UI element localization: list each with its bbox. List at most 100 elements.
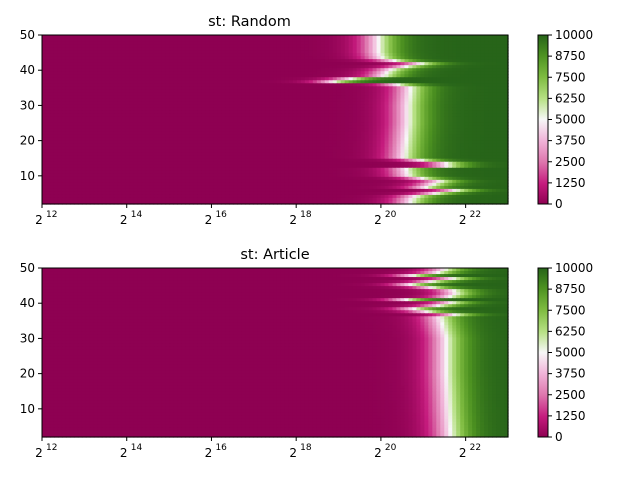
heatmap-cell	[133, 41, 139, 45]
heatmap-cell	[492, 122, 497, 127]
heatmap-cell	[129, 56, 135, 60]
heatmap-cell	[141, 128, 147, 133]
heatmap-cell	[276, 62, 282, 66]
heatmap-cell	[496, 89, 501, 93]
heatmap-cell	[173, 128, 179, 133]
heatmap-cell	[85, 146, 91, 151]
heatmap-cell	[404, 59, 410, 63]
heatmap-cell	[249, 161, 254, 166]
heatmap-cell	[300, 134, 306, 139]
heatmap-cell	[153, 131, 159, 136]
heatmap-cell	[249, 38, 254, 42]
heatmap-cell	[157, 35, 163, 39]
heatmap-cell	[129, 80, 135, 84]
heatmap-cell	[221, 86, 226, 90]
heatmap-cell	[328, 86, 334, 90]
heatmap-cell	[492, 41, 497, 45]
heatmap-cell	[53, 119, 59, 124]
heatmap-cell	[464, 71, 469, 75]
heatmap-cell	[153, 158, 159, 163]
heatmap-cell	[476, 119, 481, 124]
heatmap-cell	[117, 59, 123, 63]
heatmap-cell	[133, 53, 139, 57]
heatmap-cell	[137, 161, 143, 166]
heatmap-cell	[372, 80, 378, 84]
heatmap-cell	[284, 161, 290, 166]
heatmap-cell	[197, 50, 202, 54]
heatmap-cell	[145, 62, 151, 66]
heatmap-cell	[304, 65, 310, 69]
heatmap-cell	[173, 92, 179, 96]
heatmap-cell	[440, 116, 445, 121]
heatmap-cell	[113, 107, 119, 112]
heatmap-cell	[344, 50, 350, 54]
heatmap-cell	[225, 149, 230, 154]
heatmap-cell	[161, 161, 167, 166]
heatmap-cell	[69, 128, 75, 133]
heatmap-cell	[468, 68, 473, 72]
heatmap-cell	[300, 35, 306, 39]
heatmap-cell	[460, 146, 465, 151]
heatmap-cell	[400, 62, 406, 66]
heatmap-cell	[372, 92, 378, 96]
heatmap-cell	[456, 149, 461, 154]
heatmap-cell	[57, 158, 63, 163]
heatmap-cell	[141, 65, 147, 69]
heatmap-cell	[408, 44, 414, 48]
heatmap-cell	[300, 62, 306, 66]
heatmap-cell	[376, 152, 382, 157]
heatmap-cell	[265, 155, 270, 160]
heatmap-cell	[197, 77, 202, 81]
heatmap-cell	[404, 104, 410, 109]
heatmap-cell	[149, 38, 155, 42]
heatmap-cell	[456, 158, 461, 163]
heatmap-cell	[213, 56, 218, 60]
heatmap-cell	[117, 98, 123, 102]
heatmap-cell	[400, 50, 406, 54]
heatmap-cell	[468, 134, 473, 139]
heatmap-cell	[161, 95, 167, 99]
heatmap-cell	[480, 35, 485, 39]
heatmap-cell	[133, 56, 139, 60]
heatmap-cell	[165, 65, 171, 69]
heatmap-cell	[408, 107, 414, 112]
heatmap-cell	[400, 83, 406, 87]
heatmap-cell	[189, 146, 194, 151]
heatmap-cell	[476, 53, 481, 57]
heatmap-cell	[312, 125, 318, 130]
heatmap-cell	[237, 86, 242, 90]
heatmap-cell	[249, 47, 254, 51]
heatmap-cell	[141, 149, 147, 154]
heatmap-cell	[420, 140, 425, 145]
heatmap-cell	[452, 119, 457, 124]
heatmap-cell	[137, 158, 143, 163]
heatmap-cell	[53, 35, 59, 39]
heatmap-cell	[420, 80, 425, 84]
heatmap-cell	[392, 119, 398, 124]
heatmap-cell	[476, 137, 481, 142]
heatmap-cell	[245, 38, 250, 42]
heatmap-cell	[400, 35, 406, 39]
heatmap-cell	[193, 134, 198, 139]
heatmap-cell	[265, 98, 270, 102]
heatmap-cell	[404, 86, 410, 90]
heatmap-cell	[85, 134, 91, 139]
heatmap-cell	[161, 149, 167, 154]
heatmap-cell	[149, 134, 155, 139]
heatmap-cell	[440, 35, 445, 39]
heatmap-cell	[97, 53, 103, 57]
heatmap-cell	[245, 89, 250, 93]
heatmap-cell	[280, 146, 286, 151]
heatmap-cell	[185, 140, 190, 145]
heatmap-cell	[89, 62, 95, 66]
heatmap-cell	[257, 101, 262, 106]
heatmap-cell	[145, 86, 151, 90]
heatmap-cell	[388, 71, 394, 75]
heatmap-cell	[336, 89, 342, 93]
heatmap-cell	[336, 59, 342, 63]
heatmap-cell	[265, 74, 270, 78]
heatmap-cell	[320, 155, 326, 160]
heatmap-cell	[452, 107, 457, 112]
heatmap-cell	[276, 137, 282, 142]
heatmap-cell	[165, 92, 171, 96]
